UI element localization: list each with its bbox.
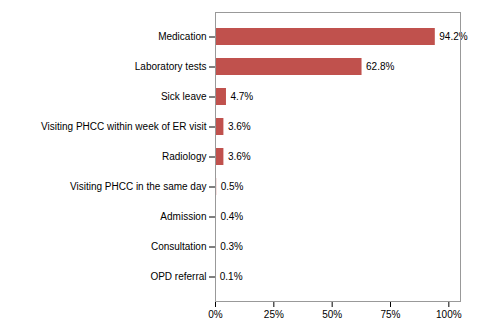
svg-text:3.6%: 3.6% bbox=[228, 151, 251, 162]
svg-text:Radiology: Radiology bbox=[162, 151, 206, 162]
svg-text:0.3%: 0.3% bbox=[220, 241, 243, 252]
svg-text:25%: 25% bbox=[264, 309, 284, 320]
svg-text:0%: 0% bbox=[208, 309, 223, 320]
svg-text:0.5%: 0.5% bbox=[221, 181, 244, 192]
svg-text:OPD referral: OPD referral bbox=[150, 271, 206, 282]
svg-text:0.1%: 0.1% bbox=[220, 271, 243, 282]
svg-text:Visiting PHCC in the same day: Visiting PHCC in the same day bbox=[70, 181, 207, 192]
svg-text:62.8%: 62.8% bbox=[366, 61, 394, 72]
svg-text:0.4%: 0.4% bbox=[220, 211, 243, 222]
svg-text:Consultation: Consultation bbox=[151, 241, 207, 252]
svg-text:75%: 75% bbox=[380, 309, 400, 320]
svg-text:3.6%: 3.6% bbox=[228, 121, 251, 132]
svg-text:94.2%: 94.2% bbox=[439, 31, 467, 42]
svg-text:Admission: Admission bbox=[160, 211, 206, 222]
svg-text:50%: 50% bbox=[322, 309, 342, 320]
svg-text:100%: 100% bbox=[436, 309, 462, 320]
svg-text:Laboratory tests: Laboratory tests bbox=[135, 61, 207, 72]
svg-text:Medication: Medication bbox=[158, 31, 206, 42]
svg-text:Sick leave: Sick leave bbox=[161, 91, 207, 102]
svg-text:Visiting PHCC within week of E: Visiting PHCC within week of ER visit bbox=[41, 121, 207, 132]
svg-text:4.7%: 4.7% bbox=[230, 91, 253, 102]
